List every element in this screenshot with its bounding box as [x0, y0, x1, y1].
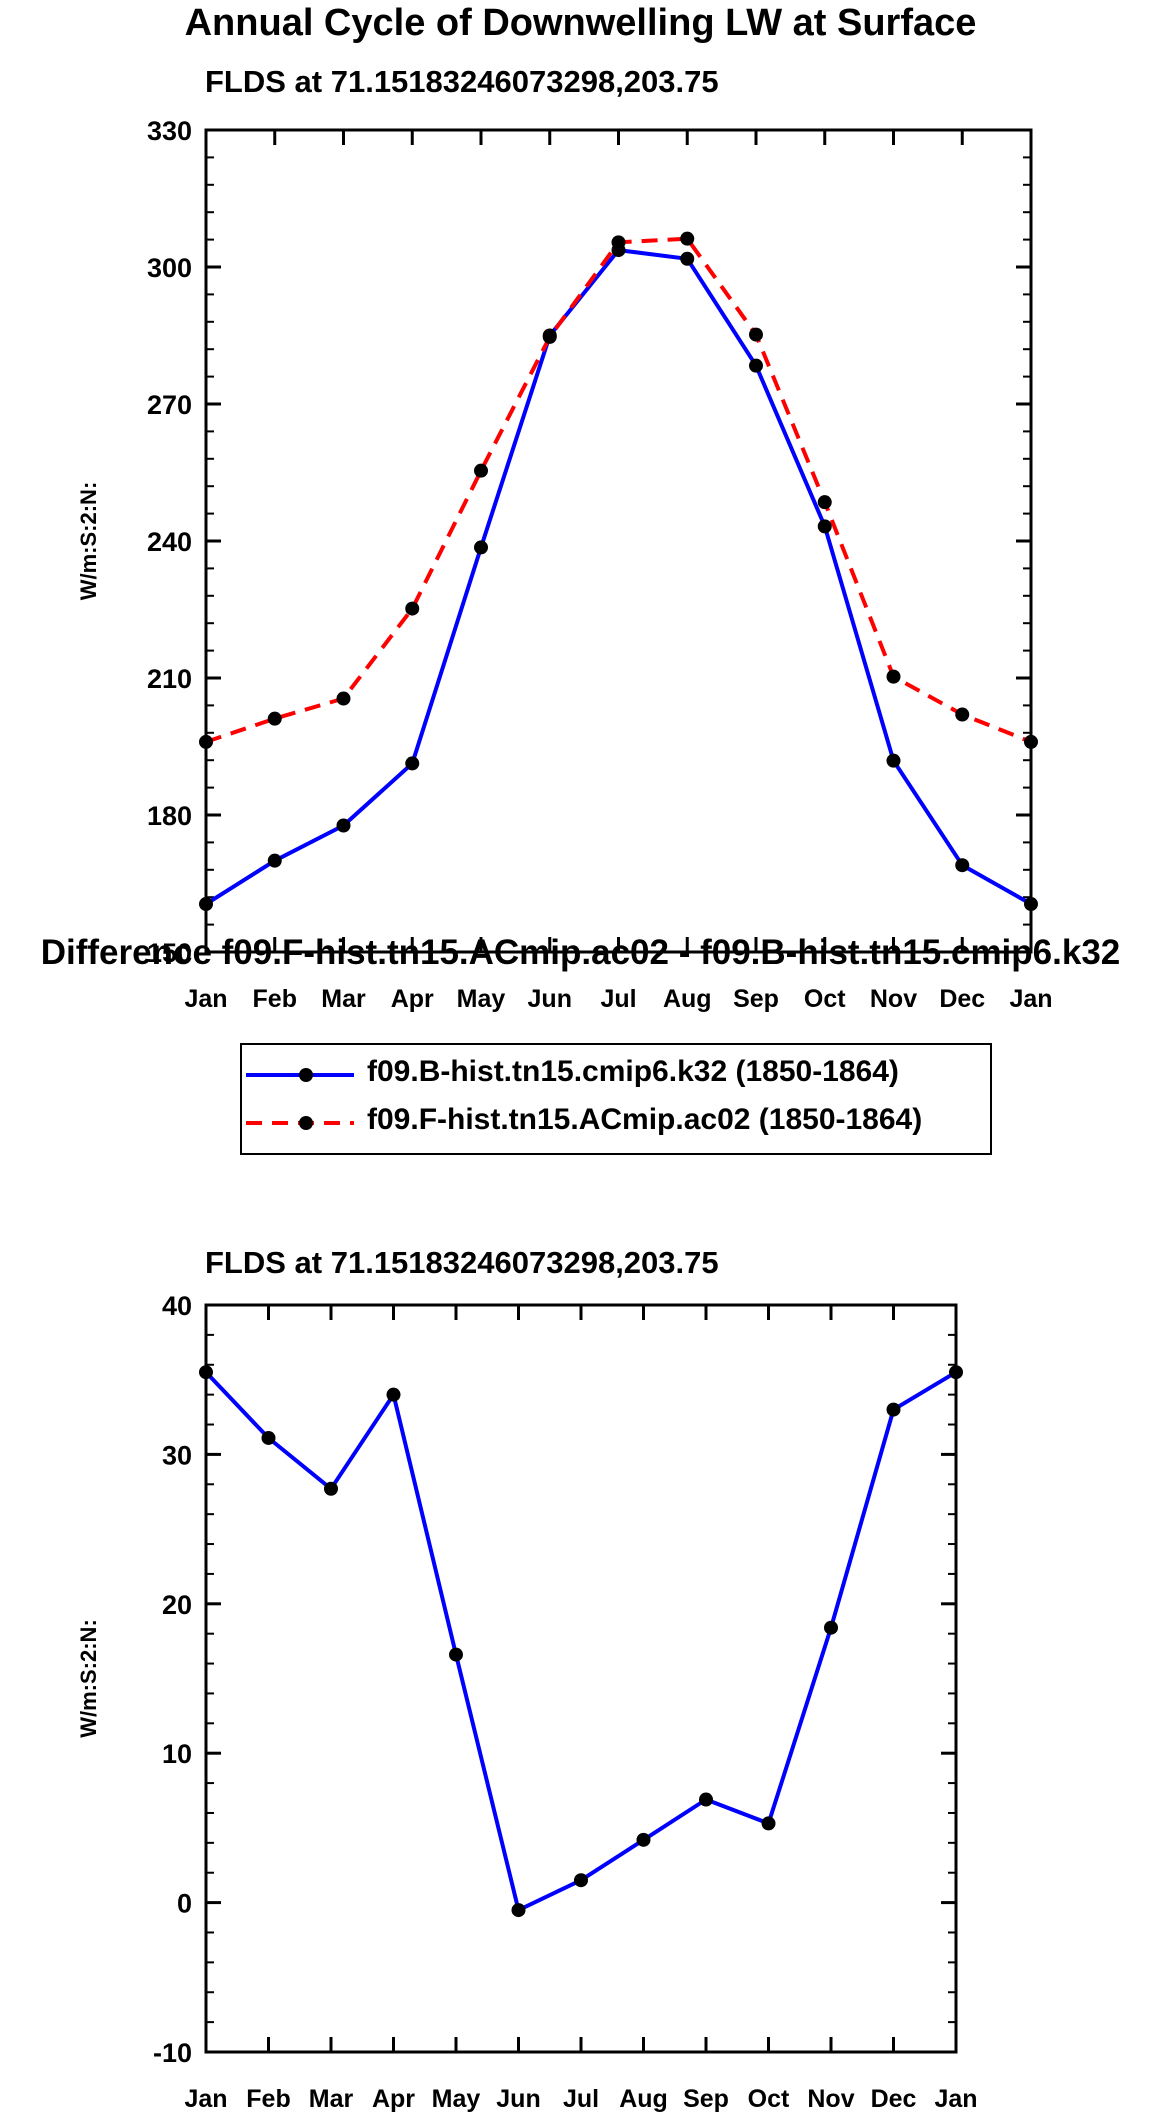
chart-1-plot: Jan Feb Mar Apr May Jun Jul Aug Sep Oct Nov Dec Jan 1…: [76, 116, 1053, 1013]
chart-2-x-tick-label: May: [432, 2085, 481, 2113]
chart-1-series-1-point: [199, 897, 213, 912]
chart-1-series-1-point: [405, 756, 420, 771]
legend-label-series-2: f09.F-hist.tn15.ACmip.ac02 (1850-1864): [367, 1103, 923, 1136]
chart-2-series-1-point: [824, 1620, 838, 1635]
chart-1-series-1-line: [204, 248, 1032, 906]
chart-1-series-2-point: [1024, 734, 1038, 749]
chart-2-x-tick-label: Nov: [807, 2085, 854, 2113]
chart-2-series-1-point: [199, 1365, 213, 1380]
chart-1-series-2-point: [749, 327, 763, 342]
chart-2-series-1-point: [449, 1647, 463, 1662]
chart-1-x-tick-label: Jan: [184, 985, 227, 1013]
chart-1-series-2-point: [611, 235, 626, 250]
chart-2-x-tick-label: Jan: [934, 2085, 977, 2113]
chart-1-x-tick-label: Sep: [733, 985, 779, 1013]
legend-item-series-2: f09.F-hist.tn15.ACmip.ac02 (1850-1864): [242, 1099, 990, 1147]
legend-line-blue: [246, 1068, 354, 1082]
chart-1-y-tick-label: 180: [147, 801, 192, 831]
chart-2-series-1-point: [886, 1402, 901, 1417]
chart-1-series-2-point: [267, 711, 282, 726]
chart-1-x-tick-label: Jun: [528, 985, 572, 1013]
chart-2-series-1-point: [761, 1816, 776, 1831]
chart-1-series-1-point: [336, 818, 351, 833]
chart-2-series-1-point: [511, 1903, 526, 1918]
chart-2-subtitle: FLDS at 71.15183246073298,203.75: [205, 1245, 719, 1280]
chart-2-y-tick-label: 30: [162, 1440, 192, 1470]
chart-1-x-tick-label: Jul: [600, 985, 636, 1013]
chart-1-x-tick-label: Aug: [663, 985, 712, 1013]
chart-1-x-tick-label: May: [457, 985, 506, 1013]
chart-2-x-tick-label: Jul: [563, 2085, 599, 2113]
chart-1-y-tick-label: 150: [147, 938, 192, 968]
chart-2-x-tick-label: Dec: [871, 2085, 917, 2113]
chart-1-x-tick-label: Apr: [391, 985, 434, 1013]
chart-2-y-tick-label: 10: [162, 1739, 192, 1769]
chart-1-y-tick-label: 270: [147, 390, 192, 420]
chart-1-series-1-point: [267, 853, 282, 868]
chart-1-series-2-point: [405, 601, 420, 616]
chart-1-series-1-point: [680, 251, 695, 266]
legend-line-red: [246, 1116, 354, 1130]
chart-1-series-2-point: [542, 329, 557, 344]
chart-2-series-1-point: [261, 1430, 276, 1445]
chart-1-series-1-point: [474, 540, 488, 555]
chart-2-y-tick-label: 40: [162, 1291, 192, 1321]
chart-2-x-tick-label: Jun: [496, 2085, 540, 2113]
chart-2-x-tick-label: Mar: [309, 2085, 354, 2113]
chart-1-y-tick-label: 300: [147, 253, 192, 283]
chart-1-series-1-point: [1024, 897, 1038, 912]
chart-1-series-2-point: [886, 669, 901, 684]
chart-1-x-tick-label: Mar: [321, 985, 366, 1013]
chart-1-y-tick-label: 210: [147, 664, 192, 694]
chart-2-series-1-point: [699, 1792, 713, 1807]
chart-2-x-tick-label: Sep: [683, 2085, 729, 2113]
chart-1-x-tick-label: Dec: [939, 985, 985, 1013]
chart-1-y-tick-label: 330: [147, 116, 192, 146]
chart-2-y-axis-label: W/m:S:2:N:: [76, 1619, 101, 1738]
chart-2-plot-frame: [204, 1303, 958, 2054]
chart-1-y-axis-label: W/m:S:2:N:: [76, 482, 101, 601]
chart-1-subtitle: FLDS at 71.15183246073298,203.75: [205, 64, 719, 99]
chart-2-x-tick-label: Feb: [246, 2085, 290, 2113]
chart-2-x-tick-label: Jan: [184, 2085, 227, 2113]
chart-1-series-2-point: [199, 734, 213, 749]
chart-2-series-1-line: [204, 1370, 958, 1913]
chart-1-x-tick-label: Nov: [870, 985, 917, 1013]
chart-2-series-1-point: [386, 1387, 401, 1402]
chart-2-y-tick-label: 20: [162, 1590, 192, 1620]
chart-2-y-tick-label: -10: [153, 2038, 192, 2068]
chart-1-series-1-point: [817, 519, 832, 534]
chart-1-x-tick-label: Jan: [1009, 985, 1052, 1013]
legend-label-series-1: f09.B-hist.tn15.cmip6.k32 (1850-1864): [367, 1055, 899, 1088]
chart-1-series-1-point: [955, 858, 970, 873]
chart-2-x-tick-label: Apr: [372, 2085, 415, 2113]
chart-1-series-2-point: [474, 463, 488, 478]
chart-2-series-1-point: [949, 1365, 963, 1380]
chart-2-title: Difference f09.F-hist.tn15.ACmip.ac02 - …: [40, 933, 1121, 972]
chart-1-series-1-point: [749, 358, 763, 373]
chart-1-series-2-point: [955, 707, 970, 722]
chart-2-series-1-point: [574, 1873, 588, 1888]
chart-1-legend: f09.B-hist.tn15.cmip6.k32 (1850-1864) f0…: [240, 1043, 992, 1155]
legend-item-series-1: f09.B-hist.tn15.cmip6.k32 (1850-1864): [242, 1051, 990, 1099]
chart-1-series-2-point: [680, 231, 695, 246]
chart-1-title: Annual Cycle of Downwelling LW at Surfac…: [184, 2, 977, 44]
chart-2-series-1-point: [324, 1481, 338, 1496]
chart-2-y-tick-label: 0: [177, 1889, 192, 1919]
chart-1-series-2-point: [817, 495, 832, 510]
chart-1-series-2-line: [205, 236, 1032, 744]
chart-1-x-tick-label: Feb: [253, 985, 297, 1013]
chart-2-x-tick-label: Aug: [619, 2085, 668, 2113]
chart-1-series-1-point: [886, 753, 901, 768]
chart-1-y-tick-label: 240: [147, 527, 192, 557]
chart-2-series-1-point: [636, 1832, 651, 1847]
chart-2-x-tick-label: Oct: [748, 2085, 790, 2113]
chart-1-x-tick-label: Oct: [804, 985, 846, 1013]
chart-1-series-2-point: [336, 691, 351, 706]
